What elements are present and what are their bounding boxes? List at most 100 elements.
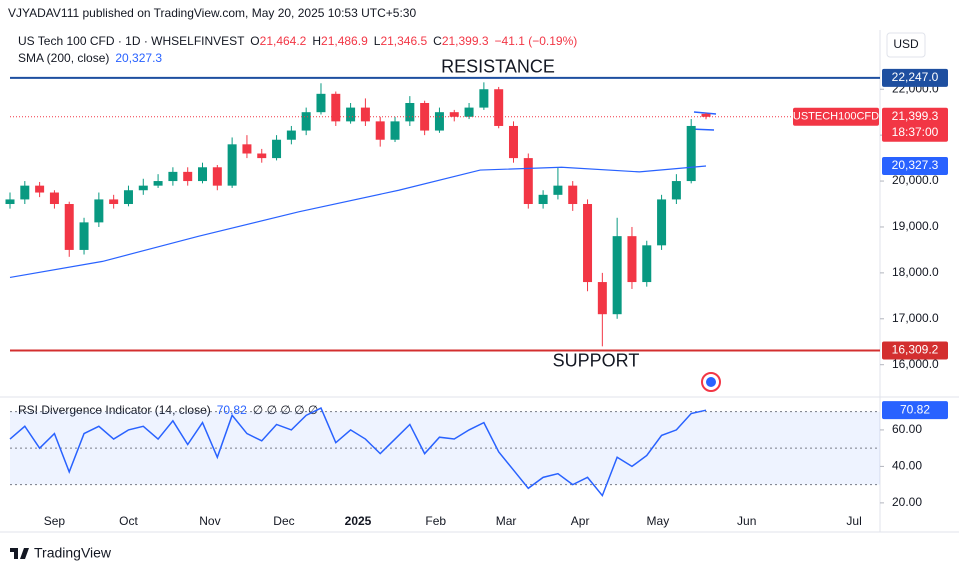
- close: 21,399.3: [442, 34, 489, 48]
- candle-body: [49, 192, 59, 205]
- currency-button[interactable]: [886, 32, 926, 58]
- candle-body: [64, 204, 74, 250]
- publish-note: VJYADAV111 published on TradingView.com,…: [8, 6, 416, 20]
- x-tick-label: Oct: [119, 514, 138, 528]
- candle-body: [627, 236, 637, 283]
- level-badge: 22,247.0: [892, 70, 939, 84]
- candle-body: [568, 185, 578, 205]
- y-tick-label: 20.00: [892, 495, 922, 509]
- event-icon-inner[interactable]: [706, 377, 716, 387]
- candle-body: [464, 107, 474, 117]
- candle-body: [434, 112, 444, 131]
- candle-body: [109, 199, 119, 205]
- candle-body: [227, 144, 237, 186]
- candle-body: [479, 89, 489, 108]
- candle-body: [212, 167, 222, 186]
- x-tick-label: 2025: [345, 514, 372, 528]
- rsi-badge-bg: [882, 401, 948, 420]
- brand-name: TradingView: [34, 545, 112, 561]
- candle-body: [168, 171, 178, 182]
- level-label: SUPPORT: [553, 350, 640, 370]
- candle-body: [405, 103, 415, 122]
- candle-body: [449, 112, 459, 117]
- candle-body: [494, 89, 504, 126]
- countdown: 18:37:00: [892, 125, 939, 139]
- candle-body: [286, 130, 296, 140]
- level-badge-bg: [882, 68, 948, 87]
- low: 21,346.5: [380, 34, 427, 48]
- symbol: US Tech 100 CFD · 1D · WHSELFINVEST: [18, 34, 245, 48]
- rsi-badge: 70.82: [900, 402, 930, 416]
- h-key: H: [312, 34, 321, 48]
- candle-body: [242, 144, 252, 154]
- candle-body: [331, 93, 341, 122]
- rsi-value: 70.82: [217, 403, 247, 417]
- candle-body: [20, 185, 30, 200]
- candle-body: [671, 181, 681, 200]
- sma-legend: SMA (200, close) 20,327.3: [18, 51, 162, 65]
- candle-body: [686, 125, 696, 182]
- sma-line: [9, 165, 707, 279]
- x-tick-label: Mar: [496, 514, 517, 528]
- candles: [5, 82, 711, 347]
- candle-body: [508, 125, 518, 159]
- x-tick-label: Jun: [737, 514, 756, 528]
- x-tick-label: Apr: [571, 514, 590, 528]
- candle-body: [346, 107, 356, 122]
- candle-body: [79, 222, 89, 250]
- candle-body: [94, 199, 104, 223]
- last-price: 21,399.3: [892, 109, 939, 123]
- last-price-bg: [882, 107, 948, 142]
- drawing-tools: [689, 111, 721, 392]
- level-badge-bg: [882, 341, 948, 360]
- candle-body: [301, 112, 311, 131]
- candle-body: [316, 93, 326, 113]
- y-tick-label: 60.00: [892, 422, 922, 436]
- candle-body: [5, 199, 15, 205]
- sma-badge: 20,327.3: [892, 158, 939, 172]
- currency[interactable]: USD: [893, 37, 919, 51]
- x-tick-label: Nov: [199, 514, 220, 528]
- symbol-badge: USTECH100CFD: [793, 111, 879, 123]
- x-tick-label: Sep: [44, 514, 66, 528]
- candle-body: [198, 167, 208, 182]
- open: 21,464.2: [260, 34, 307, 48]
- candle-body: [35, 185, 45, 193]
- candle-body: [597, 282, 607, 315]
- candle-body: [657, 199, 667, 246]
- x-tick-label: May: [647, 514, 670, 528]
- symbol-badge-bg: [793, 107, 879, 126]
- legend: US Tech 100 CFD · 1D · WHSELFINVEST O21,4…: [18, 34, 577, 417]
- y-tick-label: 40.00: [892, 459, 922, 473]
- rsi-flags: ∅ ∅ ∅ ∅ ∅: [253, 403, 319, 417]
- candle-body: [257, 153, 267, 159]
- candle-body: [183, 171, 193, 182]
- candle-body: [360, 107, 370, 122]
- y-tick-label: 18,000.0: [892, 265, 939, 279]
- candle-body: [701, 113, 711, 117]
- drawn-line: [693, 111, 717, 115]
- y-tick-label: 19,000.0: [892, 219, 939, 233]
- level-label: RESISTANCE: [441, 57, 555, 77]
- brand-logo: [10, 548, 29, 559]
- candle-body: [553, 185, 563, 195]
- candle-body: [272, 139, 282, 159]
- rsi-name: RSI Divergence Indicator (14, close): [18, 403, 211, 417]
- rsi-line: [9, 407, 707, 498]
- x-tick-label: Dec: [273, 514, 294, 528]
- level-badge: 16,309.2: [892, 343, 939, 357]
- candle-body: [390, 121, 400, 140]
- y-tick-label: 16,000.0: [892, 357, 939, 371]
- candle-body: [123, 190, 133, 205]
- candle-body: [538, 194, 548, 205]
- candle-body: [642, 245, 652, 283]
- legend-line: US Tech 100 CFD · 1D · WHSELFINVEST O21,4…: [18, 34, 577, 48]
- brand: TradingView: [10, 545, 112, 561]
- sma-value: 20,327.3: [115, 51, 162, 65]
- o-key: O: [250, 34, 259, 48]
- candle-body: [375, 121, 385, 140]
- candle-body: [612, 236, 622, 315]
- l-key: L: [374, 34, 381, 48]
- candle-body: [583, 204, 593, 283]
